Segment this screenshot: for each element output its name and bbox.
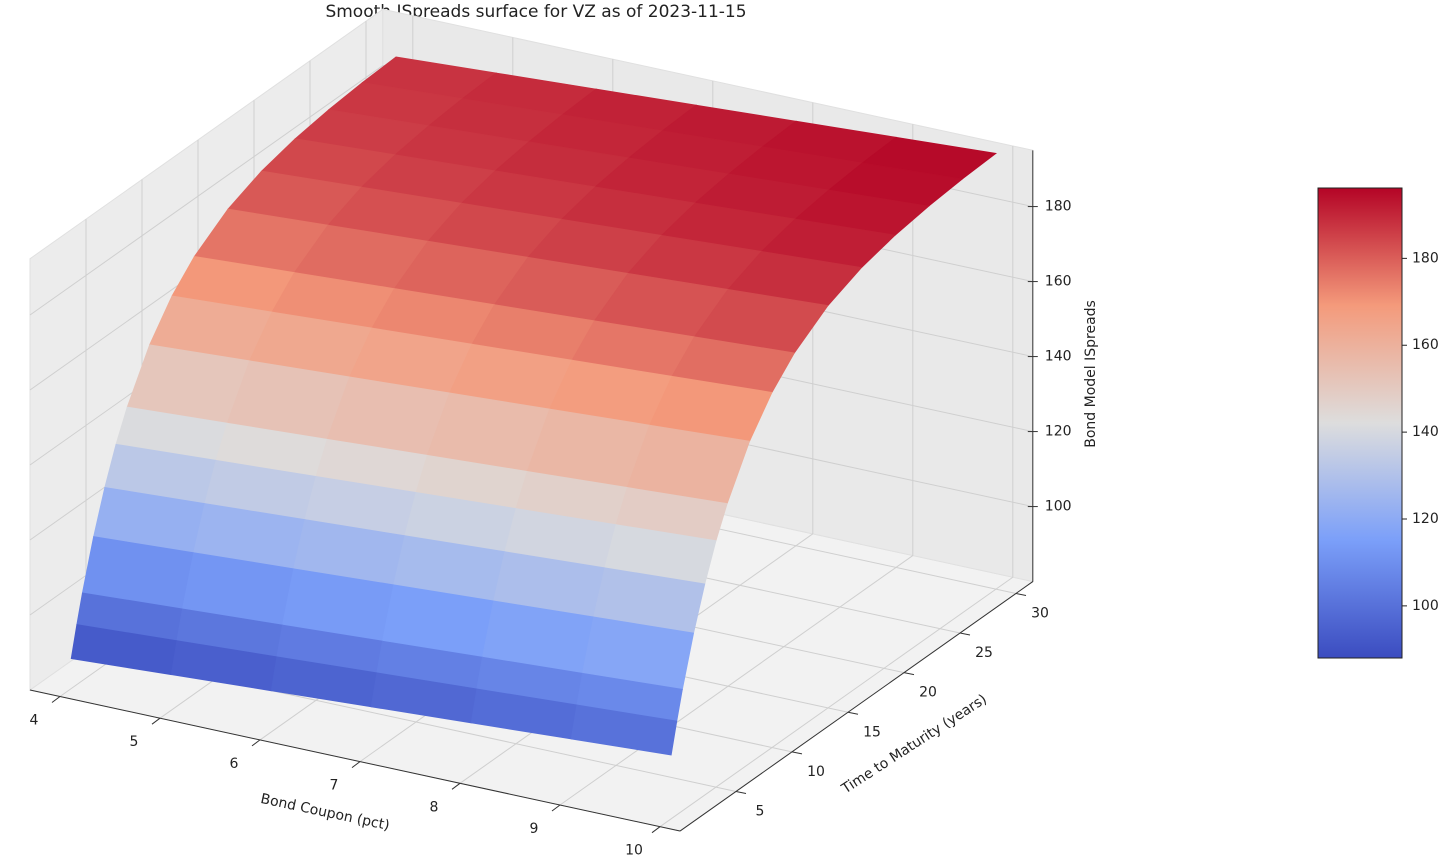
x-tick (551, 804, 561, 812)
y-tick (903, 672, 915, 676)
z-tick-label: 140 (1045, 349, 1072, 365)
y-axis-line (679, 581, 1034, 832)
x-axis-label: Bond Coupon (pct) (259, 791, 391, 834)
surface-patch (570, 704, 678, 756)
z-tick-label: 120 (1045, 424, 1072, 440)
colorbar-tick-label: 100 (1412, 598, 1439, 614)
x-tick-label: 7 (330, 778, 339, 794)
y-tick (847, 711, 859, 715)
surface (70, 56, 997, 756)
y-tick-label: 5 (756, 803, 765, 819)
y-tick (959, 632, 971, 636)
x-tick-label: 6 (230, 756, 239, 772)
y-tick-label: 15 (863, 724, 881, 740)
grid-line (659, 576, 1014, 828)
y-axis-label: Time to Maturity (years) (838, 691, 990, 797)
x-axis-line (29, 689, 681, 832)
x-tick (651, 826, 661, 834)
x-tick (351, 761, 361, 769)
colorbar-tick-label: 180 (1412, 250, 1439, 266)
z-tick-label: 180 (1045, 199, 1072, 215)
colorbar-tick-label: 120 (1412, 511, 1439, 527)
x-tick-label: 10 (625, 843, 643, 859)
x-tick-label: 5 (130, 734, 139, 750)
x-tick (151, 717, 161, 725)
y-tick (735, 790, 747, 794)
y-tick-label: 30 (1031, 605, 1049, 621)
y-tick-label: 10 (807, 764, 825, 780)
z-axis-label: Bond Model ISpreads (1083, 300, 1099, 448)
grid-line (559, 555, 914, 806)
y-tick (791, 751, 803, 755)
z-tick-label: 100 (1045, 499, 1072, 515)
y-tick-label: 25 (975, 645, 993, 661)
x-tick (451, 782, 461, 790)
colorbar-tick-label: 160 (1412, 337, 1439, 353)
x-tick-label: 4 (30, 713, 39, 729)
x-tick (51, 696, 61, 703)
x-tick-label: 8 (430, 799, 439, 815)
x-tick-label: 9 (530, 821, 539, 837)
x-tick (251, 739, 261, 747)
colorbar-tick-label: 140 (1412, 424, 1439, 440)
y-tick (1015, 592, 1027, 596)
y-tick-label: 20 (919, 685, 937, 701)
z-tick-label: 160 (1045, 274, 1072, 290)
chart-title: Smooth ISpreads surface for VZ as of 202… (325, 2, 746, 22)
colorbar (1317, 187, 1403, 659)
grid-line (29, 65, 384, 316)
